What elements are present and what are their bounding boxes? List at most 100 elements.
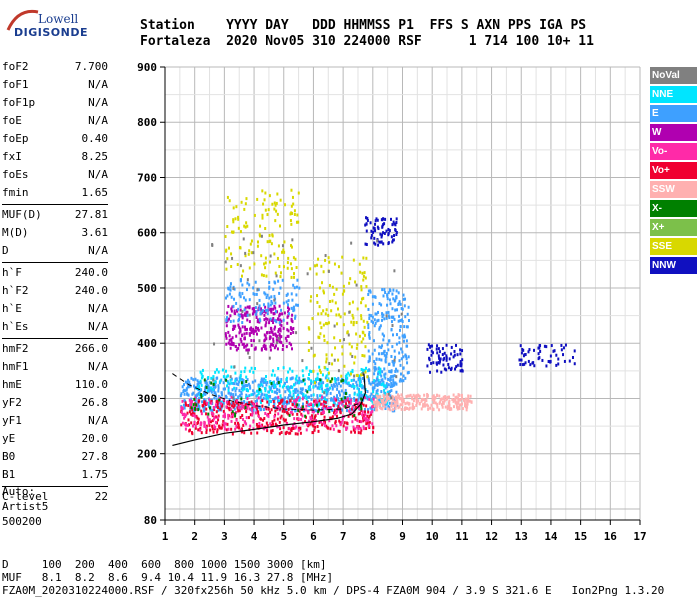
echo-point (376, 375, 379, 379)
echo-point (368, 359, 371, 363)
echo-point (232, 206, 235, 210)
echo-point (337, 405, 340, 409)
echo-point (282, 366, 285, 370)
echo-point (360, 317, 363, 321)
param-value: 110.0 (74, 378, 108, 391)
echo-point (230, 427, 233, 431)
echo-point (372, 404, 375, 408)
echo-point (278, 312, 281, 316)
echo-point (264, 389, 267, 393)
echo-point (378, 302, 381, 306)
echo-point (398, 336, 401, 340)
echo-point (237, 401, 240, 405)
echo-point (304, 388, 307, 392)
echo-point (456, 353, 459, 357)
echo-point (371, 295, 374, 299)
echo-point (260, 310, 263, 314)
echo-point (360, 288, 363, 292)
echo-point (272, 307, 275, 311)
echo-point (310, 370, 313, 374)
echo-point (269, 399, 272, 403)
echo-point (232, 286, 235, 290)
echo-point (281, 244, 284, 248)
echo-point (393, 349, 396, 353)
echo-point (254, 366, 257, 370)
echo-point (283, 410, 286, 414)
echo-point (307, 423, 310, 427)
echo-point (266, 330, 269, 334)
echo-point (307, 419, 310, 423)
echo-point (393, 358, 396, 362)
echo-point (354, 406, 357, 410)
param-row: foEp 0.40 (2, 130, 108, 148)
echo-point (317, 382, 320, 386)
echo-point (258, 298, 261, 302)
echo-point (350, 345, 353, 349)
echo-point (366, 320, 369, 324)
echo-point (230, 415, 233, 419)
echo-point (241, 325, 244, 329)
echo-point (277, 395, 280, 399)
echo-point (431, 395, 434, 399)
echo-point (289, 394, 292, 398)
param-value: 240.0 (74, 284, 108, 297)
echo-point (291, 238, 294, 242)
echo-point (329, 386, 332, 390)
echo-point (290, 222, 293, 226)
echo-point (355, 346, 358, 350)
echo-point (294, 388, 297, 392)
echo-point (301, 405, 304, 409)
echo-point (185, 387, 188, 391)
echo-point (371, 381, 374, 385)
echo-point (350, 241, 353, 245)
echo-point (291, 369, 294, 373)
echo-point (262, 274, 265, 278)
echo-point (270, 242, 273, 246)
echo-point (406, 406, 409, 410)
echo-point (346, 426, 349, 430)
echo-point (222, 419, 225, 423)
echo-point (538, 346, 541, 350)
echo-point (230, 337, 233, 341)
echo-point (293, 405, 296, 409)
echo-point (329, 391, 332, 395)
echo-point (314, 384, 317, 388)
echo-point (328, 361, 331, 365)
echo-point (545, 364, 548, 368)
echo-point (337, 376, 340, 380)
echo-point (291, 298, 294, 302)
echo-point (383, 384, 386, 388)
echo-point (445, 358, 448, 362)
echo-point (400, 307, 403, 311)
echo-point (184, 399, 187, 403)
echo-point (390, 354, 393, 358)
echo-point (331, 285, 334, 289)
echo-point (398, 359, 401, 363)
echo-point (393, 374, 396, 378)
echo-point (245, 331, 248, 335)
echo-point (368, 414, 371, 418)
echo-point (278, 425, 281, 429)
echo-point (387, 407, 390, 411)
echo-point (311, 414, 314, 418)
echo-point (208, 418, 211, 422)
echo-point (363, 354, 366, 358)
echo-point (262, 418, 265, 422)
echo-point (203, 424, 206, 428)
echo-point (392, 297, 395, 301)
echo-point (369, 406, 372, 410)
echo-point (402, 379, 405, 383)
echo-point (280, 430, 283, 434)
echo-point (321, 402, 324, 406)
echo-point (379, 406, 382, 410)
echo-point (262, 202, 265, 206)
echo-point (527, 359, 530, 363)
echo-point (284, 390, 287, 394)
echo-point (322, 404, 325, 408)
echo-point (436, 344, 439, 348)
echo-point (291, 195, 294, 199)
echo-point (188, 380, 191, 384)
echo-point (212, 385, 215, 389)
echo-point (248, 369, 251, 373)
echo-point (227, 381, 230, 385)
